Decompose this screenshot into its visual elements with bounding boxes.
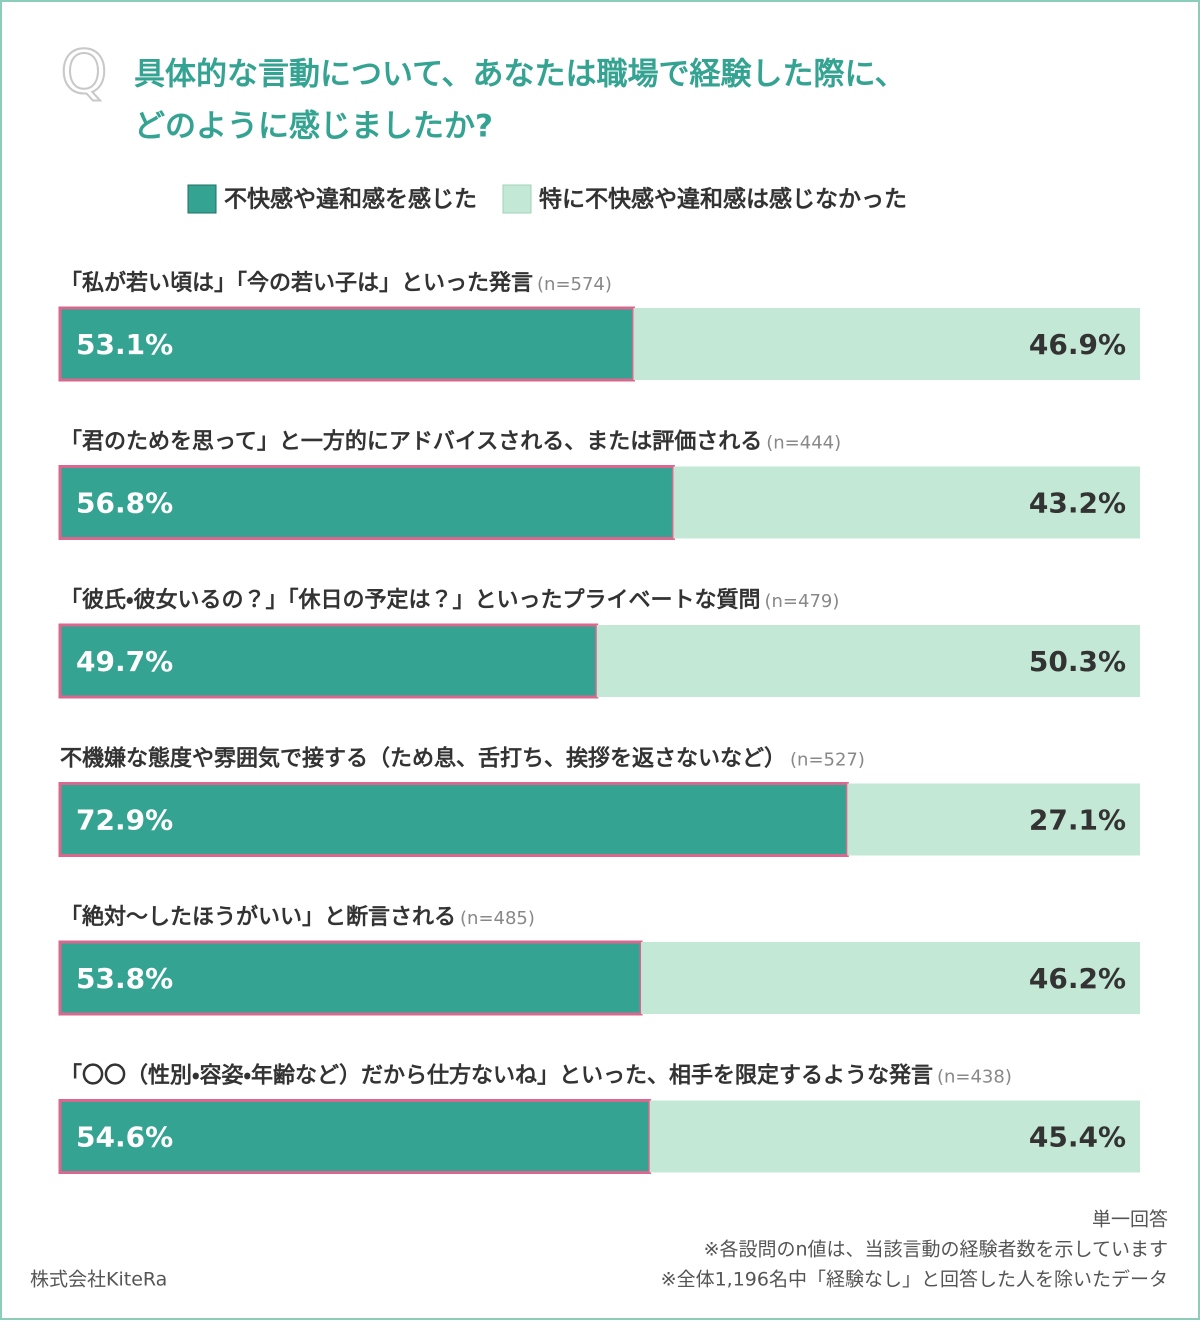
bar-segment <box>649 1100 1140 1173</box>
question-marker: Q <box>60 38 107 108</box>
bar-segment <box>58 940 643 1016</box>
value-label: 27.1% <box>1029 804 1126 837</box>
bar-segment <box>596 625 1140 697</box>
sample-size: (n=485) <box>460 908 535 929</box>
source: 株式会社KiteRa <box>30 1269 167 1291</box>
sample-size: (n=527) <box>790 750 865 771</box>
value-label: 46.2% <box>1029 962 1126 995</box>
bar-segment <box>58 782 849 857</box>
value-label: 49.7% <box>76 645 173 678</box>
sample-size: (n=479) <box>764 591 839 612</box>
bar-segment <box>58 1099 652 1174</box>
bar-segment <box>58 465 675 540</box>
category-label: 「〇〇（性別・容姿・年齢など）だから仕方ないね」といった、相手を限定するような発… <box>60 1063 933 1089</box>
bar-segment <box>673 466 1140 539</box>
bar-segment <box>58 306 635 382</box>
value-label: 53.1% <box>76 328 173 361</box>
legend-label: 特に不快感や違和感は感じなかった <box>539 186 907 213</box>
category-label: 不機嫌な態度や雰囲気で接する（ため息、舌打ち、挨拶を返さないなど） <box>60 746 786 772</box>
bar-segment <box>641 942 1140 1014</box>
footnote: 単一回答 <box>1092 1209 1168 1231</box>
title-line: どのように感じましたか? <box>134 109 493 145</box>
sample-size: (n=444) <box>766 433 841 454</box>
category-label: 「君のためを思って」と一方的にアドバイスされる、または評価される <box>60 429 762 455</box>
value-label: 54.6% <box>76 1121 173 1154</box>
category-label: 「彼氏・彼女いるの？」「休日の予定は？」といったプライベートな質問 <box>60 587 760 613</box>
footnote: ※各設問のn値は、当該言動の経験者数を示しています <box>704 1239 1168 1261</box>
category-label: 「私が若い頃は」「今の若い子は」といった発言 <box>60 270 533 296</box>
legend-label: 不快感や違和感を感じた <box>224 186 477 213</box>
legend-swatch <box>502 184 532 214</box>
value-label: 45.4% <box>1029 1121 1126 1154</box>
footnote: ※全体1,196名中「経験なし」と回答した人を除いたデータ <box>661 1269 1168 1291</box>
value-label: 72.9% <box>76 804 173 837</box>
legend-swatch <box>187 184 217 214</box>
value-label: 46.9% <box>1029 328 1126 361</box>
value-label: 43.2% <box>1029 487 1126 520</box>
value-label: 50.3% <box>1029 645 1126 678</box>
title-line: 具体的な言動について、あなたは職場で経験した際に、 <box>134 57 906 93</box>
bar-segment <box>847 783 1140 856</box>
value-label: 56.8% <box>76 487 173 520</box>
sample-size: (n=574) <box>537 274 612 295</box>
sample-size: (n=438) <box>937 1067 1012 1088</box>
bar-segment <box>58 623 599 699</box>
value-label: 53.8% <box>76 962 173 995</box>
bar-segment <box>633 308 1140 380</box>
category-label: 「絶対〜したほうがいい」と断言される <box>60 904 456 930</box>
